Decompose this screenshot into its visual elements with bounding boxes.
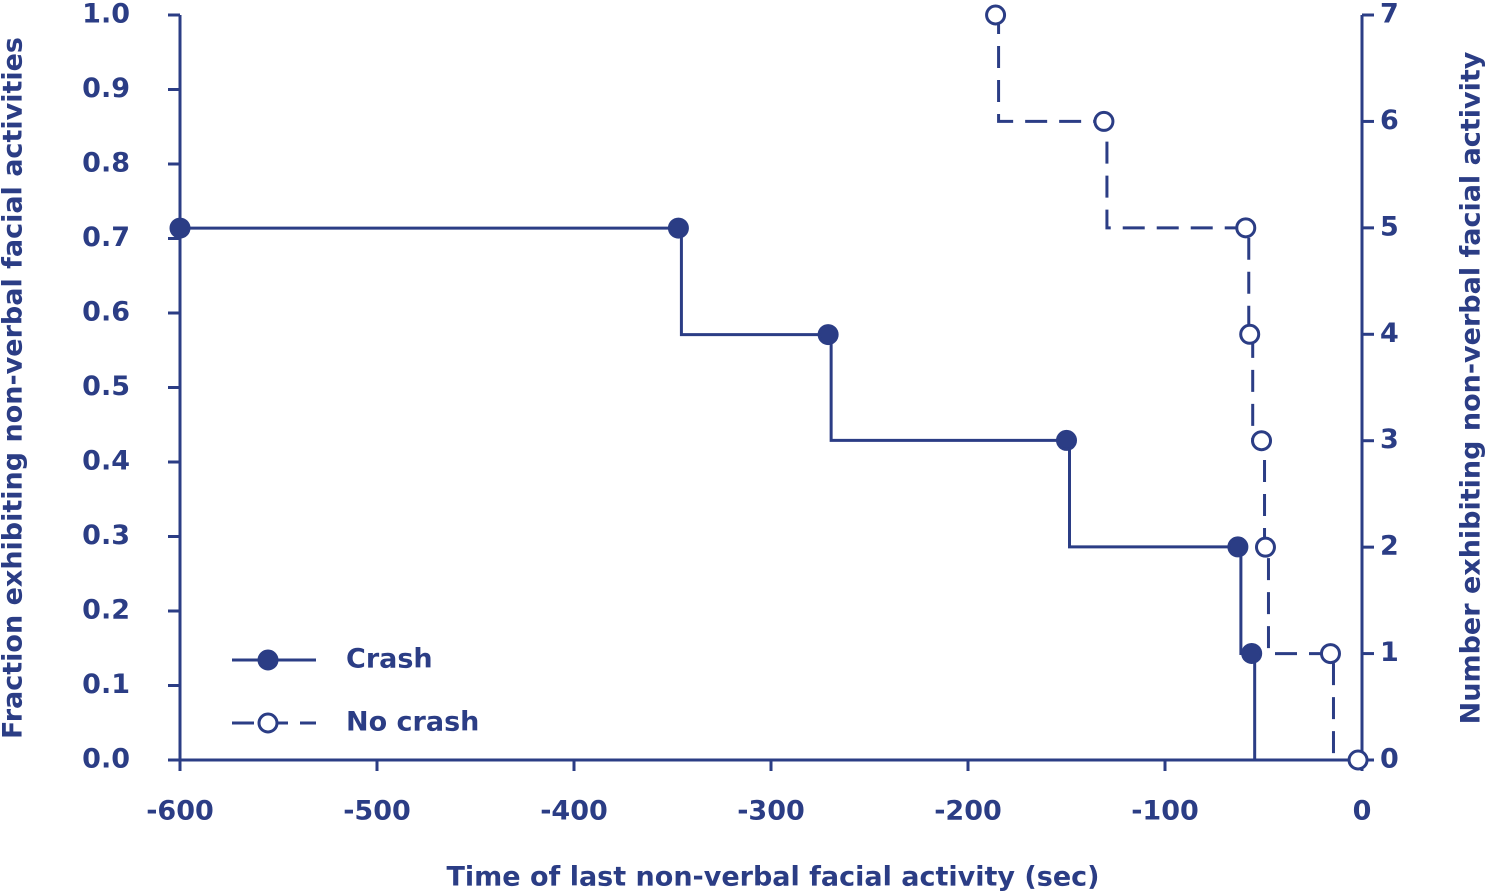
y2-tick-label: 4 (1380, 318, 1399, 349)
x-tick-label: -100 (1131, 796, 1199, 827)
y-axis-label: Fraction exhibiting non-verbal facial ac… (0, 37, 29, 739)
x-tick-label: -400 (540, 796, 608, 827)
y-tick-label: 0.4 (82, 446, 130, 477)
data-point (985, 4, 1007, 26)
data-point (1239, 323, 1261, 345)
x-axis-label: Time of last non-verbal facial activity … (446, 862, 1099, 893)
legend-label: No crash (346, 707, 479, 738)
data-point (1254, 536, 1276, 558)
y2-tick-label: 5 (1380, 211, 1399, 242)
legend-label: Crash (346, 644, 433, 675)
data-point (1347, 749, 1369, 771)
data-point (1227, 536, 1249, 558)
x-tick-label: -600 (146, 796, 214, 827)
y2-axis-label: Number exhibiting non-verbal facial acti… (1456, 51, 1487, 724)
step-line (180, 226, 1257, 760)
y2-tick-label: 1 (1380, 637, 1399, 668)
data-point (1235, 217, 1257, 239)
y-tick-label: 0.7 (82, 222, 130, 253)
y-tick-label: 0.9 (82, 73, 130, 104)
y-tick-label: 0.5 (82, 371, 130, 402)
x-tick-label: -300 (737, 796, 805, 827)
data-point (1241, 642, 1263, 664)
x-tick-label: 0 (1353, 796, 1372, 827)
y2-tick-label: 2 (1380, 531, 1399, 562)
legend-marker (257, 712, 279, 734)
y2-tick-label: 3 (1380, 424, 1399, 455)
y-tick-label: 0.6 (82, 297, 130, 328)
y-tick-label: 0.2 (82, 595, 130, 626)
x-tick-label: -500 (343, 796, 411, 827)
y-tick-label: 0.8 (82, 148, 130, 179)
y-tick-label: 0.1 (82, 669, 130, 700)
step-line (995, 13, 1362, 762)
y2-tick-label: 6 (1380, 105, 1399, 136)
y2-tick-label: 7 (1380, 0, 1399, 30)
y2-tick-label: 0 (1380, 744, 1399, 775)
y-tick-label: 0.0 (82, 744, 130, 775)
data-point (1319, 643, 1341, 665)
data-point (667, 217, 689, 239)
y-tick-label: 1.0 (82, 0, 130, 30)
legend-marker (257, 649, 279, 671)
data-point (1056, 429, 1077, 451)
data-point (817, 324, 839, 346)
data-point (1093, 110, 1115, 132)
x-tick-label: -200 (934, 796, 1002, 827)
data-point (1251, 430, 1273, 452)
data-point (169, 217, 191, 239)
y-tick-label: 0.3 (82, 520, 130, 551)
